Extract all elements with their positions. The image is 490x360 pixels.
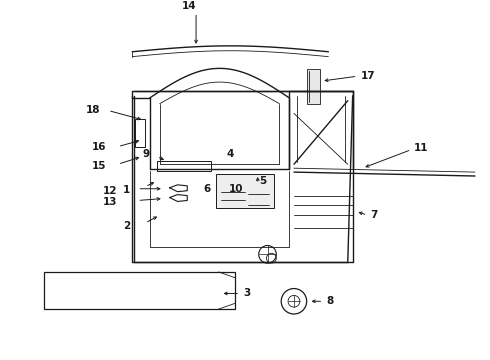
Bar	[307, 69, 320, 104]
Text: 6: 6	[203, 184, 211, 194]
Bar	[157, 161, 211, 171]
Text: 18: 18	[85, 105, 100, 116]
Bar	[216, 174, 274, 208]
Text: 9: 9	[143, 149, 150, 159]
Text: 13: 13	[103, 197, 118, 207]
Text: 7: 7	[370, 210, 378, 220]
Text: 10: 10	[228, 184, 243, 194]
Text: 14: 14	[182, 1, 196, 11]
Text: 15: 15	[91, 161, 106, 171]
Text: 1: 1	[122, 185, 130, 195]
Text: 17: 17	[361, 71, 375, 81]
Text: 5: 5	[260, 176, 267, 186]
Text: 2: 2	[122, 221, 130, 231]
Text: 12: 12	[103, 186, 118, 196]
Bar	[45, 272, 235, 309]
Text: 8: 8	[326, 296, 334, 306]
Bar	[135, 119, 145, 147]
Text: 3: 3	[243, 288, 250, 298]
Text: 11: 11	[415, 143, 429, 153]
Text: 16: 16	[91, 141, 106, 152]
Text: 4: 4	[227, 149, 234, 159]
